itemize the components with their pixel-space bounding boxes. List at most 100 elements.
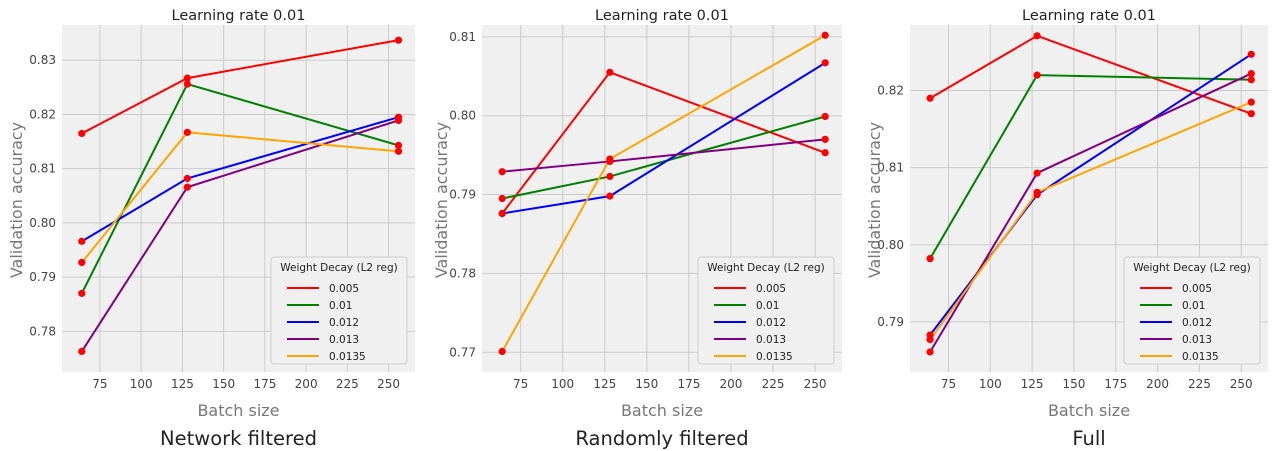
x-axis-label: Batch size	[197, 401, 279, 420]
legend-label: 0.013	[756, 334, 786, 346]
legend-label: 0.01	[756, 300, 779, 312]
x-tick-label: 200	[1146, 377, 1169, 391]
panel-caption: Randomly filtered	[575, 427, 748, 450]
data-point	[821, 149, 829, 157]
data-point	[183, 128, 191, 136]
data-point	[926, 255, 934, 263]
data-point	[498, 168, 506, 176]
legend-label: 0.012	[329, 317, 359, 329]
legend-label: 0.01	[1182, 300, 1205, 312]
y-axis-label: Validation accuracy	[7, 122, 26, 278]
legend-title: Weight Decay (L2 reg)	[280, 262, 398, 274]
y-tick-label: 0.78	[29, 324, 56, 338]
data-point	[183, 80, 191, 88]
y-tick-label: 0.80	[877, 238, 904, 252]
chart-title: Learning rate 0.01	[172, 8, 306, 24]
data-point	[498, 209, 506, 218]
y-tick-label: 0.78	[449, 266, 476, 280]
data-point	[606, 155, 614, 163]
panel-caption: Full	[1072, 427, 1105, 450]
data-point	[78, 258, 86, 267]
panel-caption: Network filtered	[160, 427, 317, 450]
legend: Weight Decay (L2 reg) 0.005 0.01 0.012 0.013…	[697, 256, 835, 365]
data-point	[498, 194, 506, 203]
y-tick-label: 0.82	[877, 84, 904, 98]
x-tick-label: 125	[593, 377, 616, 391]
data-point	[1247, 50, 1255, 58]
data-point	[78, 129, 86, 138]
y-tick-label: 0.83	[29, 53, 56, 67]
legend-label: 0.012	[756, 317, 786, 329]
x-tick-label: 250	[804, 377, 827, 391]
data-point	[926, 348, 934, 356]
data-point	[1247, 98, 1255, 106]
x-tick-label: 225	[1188, 377, 1211, 391]
data-point	[183, 74, 191, 82]
x-tick-label: 125	[171, 377, 194, 391]
y-tick-label: 0.79	[877, 315, 904, 329]
x-tick-label: 175	[677, 377, 700, 391]
x-tick-label: 150	[1062, 377, 1085, 391]
x-tick-label: 200	[720, 377, 743, 391]
data-point	[1033, 71, 1041, 79]
x-tick-label: 175	[253, 377, 276, 391]
data-point	[1033, 188, 1041, 196]
legend-label: 0.005	[756, 283, 786, 295]
legend-label: 0.0135	[329, 351, 366, 363]
data-point	[78, 347, 86, 355]
data-point	[821, 135, 829, 143]
y-tick-label: 0.81	[449, 30, 476, 44]
legend-label: 0.005	[1182, 283, 1212, 295]
data-point	[1247, 76, 1255, 84]
legend-label: 0.013	[1182, 334, 1212, 346]
data-point	[926, 336, 934, 344]
x-tick-label: 250	[1230, 377, 1253, 391]
legend-label: 0.0135	[756, 351, 793, 363]
data-point	[394, 147, 403, 155]
x-tick-label: 175	[1104, 377, 1127, 391]
x-tick-label: 100	[130, 377, 153, 391]
x-tick-label: 225	[336, 377, 359, 391]
y-axis-label: Validation accuracy	[865, 122, 884, 278]
data-point	[821, 59, 829, 67]
data-point	[1247, 110, 1255, 118]
legend-label: 0.005	[329, 283, 359, 295]
y-tick-label: 0.79	[449, 188, 476, 202]
legend-box	[697, 256, 835, 365]
x-tick-label: 75	[92, 377, 107, 391]
data-point	[606, 68, 614, 76]
data-point	[926, 94, 934, 102]
y-tick-label: 0.81	[29, 162, 56, 176]
y-axis-label: Validation accuracy	[432, 122, 451, 278]
y-tick-label: 0.80	[29, 216, 56, 230]
data-point	[1247, 69, 1255, 78]
x-tick-label: 250	[377, 377, 400, 391]
data-point	[1033, 32, 1041, 40]
x-tick-label: 200	[295, 377, 318, 391]
y-tick-label: 0.81	[877, 161, 904, 175]
data-point	[498, 347, 506, 356]
legend-label: 0.0135	[1182, 351, 1219, 363]
legend-title: Weight Decay (L2 reg)	[707, 262, 825, 274]
y-tick-label: 0.77	[449, 345, 476, 359]
data-point	[394, 116, 403, 125]
data-point	[821, 112, 829, 121]
x-tick-label: 100	[979, 377, 1002, 391]
x-tick-label: 125	[1021, 377, 1044, 391]
data-point	[394, 36, 403, 44]
y-tick-label: 0.79	[29, 270, 56, 284]
legend-box	[270, 256, 408, 365]
x-tick-label: 150	[212, 377, 235, 391]
x-tick-label: 150	[635, 377, 658, 391]
legend: Weight Decay (L2 reg) 0.005 0.01 0.012 0.013…	[270, 256, 408, 365]
x-axis-label: Batch size	[1048, 401, 1130, 420]
data-point	[821, 31, 829, 39]
data-point	[78, 237, 86, 245]
legend-label: 0.01	[329, 300, 352, 312]
x-tick-label: 75	[941, 377, 956, 391]
chart-panel-randomly-filtered: 75 100 125 150 175 200 225 250 0.77 0.78 0.79 0.80 0…	[432, 8, 842, 450]
chart-panel-network-filtered: 75 100 125 150 175 200 225 250 0.78 0.79 0.80 0.81 0…	[7, 8, 415, 450]
x-tick-label: 225	[762, 377, 785, 391]
